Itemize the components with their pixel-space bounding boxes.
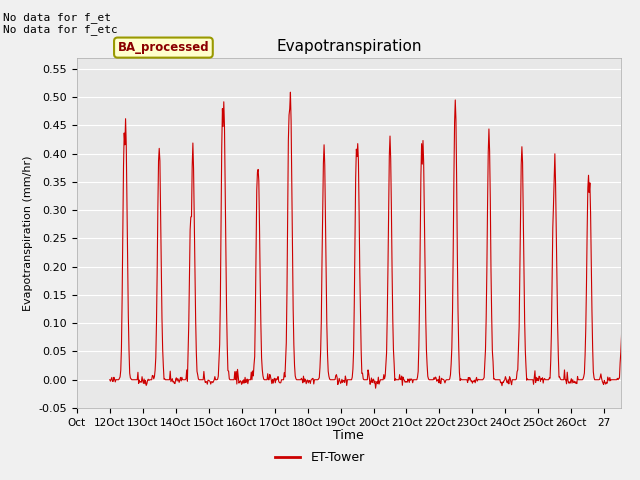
Text: BA_processed: BA_processed [118, 41, 209, 54]
Y-axis label: Evapotranspiration (mm/hr): Evapotranspiration (mm/hr) [23, 155, 33, 311]
X-axis label: Time: Time [333, 429, 364, 442]
Legend: ET-Tower: ET-Tower [270, 446, 370, 469]
Title: Evapotranspiration: Evapotranspiration [276, 39, 422, 54]
Text: No data for f_etc: No data for f_etc [3, 24, 118, 35]
Text: No data for f_et: No data for f_et [3, 12, 111, 23]
